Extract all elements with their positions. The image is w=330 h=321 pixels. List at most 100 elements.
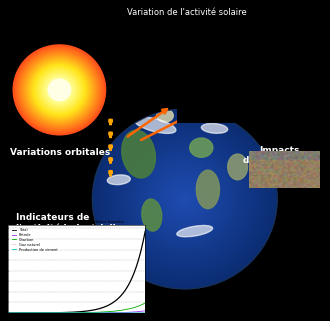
Pétrole	[90, 311, 94, 315]
Circle shape	[31, 62, 88, 118]
Charbon	[143, 301, 147, 305]
Circle shape	[53, 83, 66, 96]
Pétrole	[6, 311, 10, 315]
Production de ciment	[122, 311, 126, 315]
Total	[6, 311, 10, 315]
Circle shape	[46, 76, 73, 103]
Circle shape	[182, 196, 188, 202]
Circle shape	[57, 87, 62, 92]
Circle shape	[102, 118, 268, 280]
Circle shape	[23, 55, 95, 125]
Production de ciment	[143, 311, 147, 315]
Circle shape	[44, 74, 75, 105]
Circle shape	[22, 54, 96, 126]
Circle shape	[105, 121, 265, 277]
Text: Indicateurs de
l'activité industrielle: Indicateurs de l'activité industrielle	[16, 213, 122, 233]
Circle shape	[17, 48, 102, 131]
Pétrole	[122, 310, 126, 314]
Circle shape	[47, 77, 72, 102]
Total	[130, 275, 134, 279]
Circle shape	[56, 86, 63, 93]
Gaz naturel	[122, 311, 126, 315]
Circle shape	[28, 59, 91, 120]
Circle shape	[160, 175, 210, 223]
Production de ciment	[90, 311, 94, 315]
Ellipse shape	[177, 225, 213, 237]
Pétrole	[7, 311, 11, 315]
Pétrole	[88, 311, 92, 315]
Circle shape	[54, 84, 65, 95]
Circle shape	[145, 160, 225, 238]
Circle shape	[154, 169, 215, 229]
Circle shape	[114, 130, 256, 268]
Pétrole	[130, 310, 134, 314]
Circle shape	[14, 46, 105, 134]
Line: Pétrole: Pétrole	[8, 311, 145, 313]
Ellipse shape	[122, 130, 155, 178]
Production de ciment	[88, 311, 92, 315]
Ellipse shape	[190, 138, 213, 157]
Circle shape	[148, 163, 222, 235]
Circle shape	[13, 45, 106, 135]
Pétrole	[87, 311, 91, 315]
Total	[90, 308, 94, 312]
Gaz naturel	[130, 311, 134, 315]
Circle shape	[176, 190, 194, 208]
Circle shape	[38, 69, 81, 110]
Charbon	[87, 311, 91, 315]
Circle shape	[35, 66, 83, 113]
Circle shape	[37, 68, 82, 111]
Total	[122, 291, 126, 294]
Production de ciment	[130, 311, 134, 315]
Circle shape	[51, 82, 68, 98]
Circle shape	[163, 178, 206, 220]
Circle shape	[33, 64, 86, 116]
Circle shape	[57, 88, 61, 92]
Circle shape	[48, 79, 71, 101]
Circle shape	[136, 151, 234, 247]
Ellipse shape	[157, 109, 173, 122]
Pétrole	[143, 309, 147, 313]
Production de ciment	[87, 311, 91, 315]
Circle shape	[27, 58, 92, 121]
Line: Charbon: Charbon	[8, 303, 145, 313]
Circle shape	[49, 80, 70, 100]
Circle shape	[18, 49, 101, 130]
Circle shape	[58, 89, 60, 91]
Circle shape	[151, 166, 219, 232]
Charbon	[6, 311, 10, 315]
Circle shape	[157, 172, 213, 226]
Charbon	[122, 308, 126, 312]
Gaz naturel	[143, 311, 147, 315]
Circle shape	[19, 50, 100, 129]
Circle shape	[117, 133, 252, 265]
Circle shape	[173, 187, 197, 211]
Circle shape	[41, 72, 78, 108]
Text: Impacts
de météorites: Impacts de météorites	[243, 146, 314, 165]
Circle shape	[29, 60, 90, 119]
Circle shape	[24, 56, 94, 124]
Ellipse shape	[142, 199, 162, 231]
Legend: Total, Pétrole, Charbon, Gaz naturel, Production de ciment: Total, Pétrole, Charbon, Gaz naturel, Pr…	[10, 227, 59, 253]
Circle shape	[20, 51, 99, 128]
Circle shape	[120, 136, 249, 262]
Circle shape	[169, 184, 200, 214]
Circle shape	[52, 83, 67, 97]
Circle shape	[166, 181, 203, 217]
Text: Variations orbitales: Variations orbitales	[10, 148, 110, 157]
Circle shape	[50, 81, 69, 99]
Circle shape	[123, 139, 247, 259]
Circle shape	[55, 85, 64, 94]
Circle shape	[92, 109, 277, 289]
Circle shape	[43, 74, 76, 106]
Circle shape	[179, 193, 191, 205]
Ellipse shape	[201, 124, 228, 133]
Circle shape	[139, 154, 231, 244]
Ellipse shape	[196, 170, 219, 209]
Circle shape	[111, 127, 259, 271]
Production de ciment	[7, 311, 11, 315]
Charbon	[90, 310, 94, 314]
Gaz naturel	[87, 311, 91, 315]
Total	[143, 229, 147, 233]
Circle shape	[126, 142, 243, 256]
